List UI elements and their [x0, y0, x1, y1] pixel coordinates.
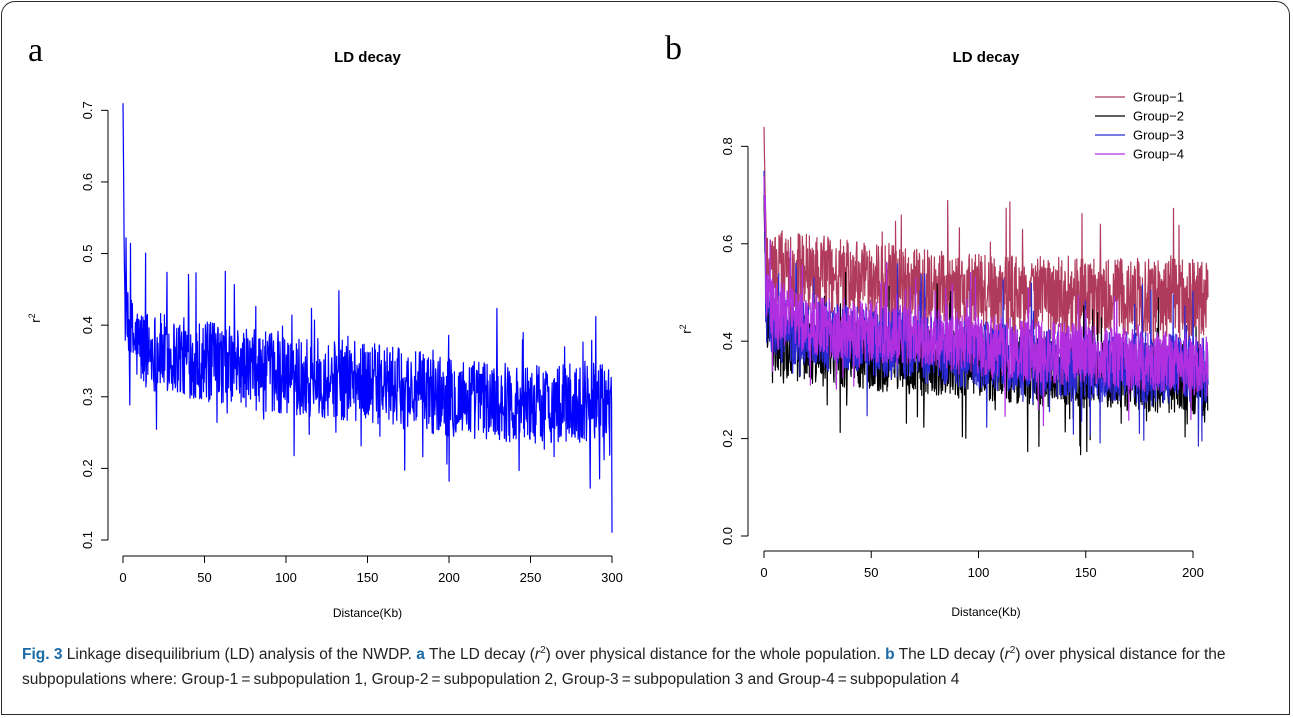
chart-b-title: LD decay: [953, 49, 1020, 66]
chart-b-legend-label-2: Group−2: [1133, 109, 1184, 124]
caption-sup-2: 2: [1009, 645, 1016, 656]
chart-a-y-tick-label-1: 0.2: [80, 459, 95, 477]
chart-b-y-axis-label-r: r: [679, 329, 694, 334]
chart-a-y-tick-label-2: 0.3: [80, 388, 95, 406]
chart-a-y-tick-label-0: 0.1: [80, 531, 95, 549]
chart-b-y-tick-label-0: 0.0: [720, 527, 735, 545]
chart-b-y-tick-label-4: 0.8: [720, 137, 735, 155]
chart-a-y-tick-label-6: 0.7: [80, 101, 95, 119]
caption-part3: ) over physical distance for the whole p…: [545, 646, 886, 664]
chart-b-plot: LD decay 0 50 100 150 200 Distance(Kb) 0.0 0.2 0.…: [678, 49, 1209, 619]
caption-b-label: b: [885, 646, 895, 664]
chart-a-x-tick-label-200: 200: [438, 570, 460, 585]
caption-fig-label: Fig. 3: [22, 646, 63, 664]
chart-b-x-axis-label: Distance(Kb): [951, 605, 1020, 619]
chart-a-x-tick-label-250: 250: [520, 570, 542, 585]
chart-b-legend-label-4: Group−4: [1133, 147, 1184, 162]
caption-part2: The LD decay (: [424, 646, 535, 664]
chart-a-y-axis-label: r2: [27, 313, 43, 322]
caption-part5: ) over physical distance for the subpopu…: [22, 646, 1226, 689]
chart-a-plot: LD decay 0 50 100 150 200 250 300 Distance(Kb) 0.…: [27, 49, 623, 620]
panel-b: b LD decay 0 50 100 150 200 Distance(Kb) 0.0 0.2…: [645, 0, 1293, 630]
caption-r-symbol-2: r: [1004, 646, 1010, 664]
chart-b-y-tick-label-3: 0.6: [720, 235, 735, 253]
chart-a-x-tick-label-50: 50: [197, 570, 211, 585]
panel-a: a LD decay 0 50 100 150 200 250 300 Distance(Kb)…: [0, 0, 650, 630]
caption-part4: The LD decay (: [894, 646, 1005, 664]
caption-a-label: a: [416, 646, 425, 664]
chart-b-legend-label-1: Group−1: [1133, 90, 1184, 105]
chart-b-x-tick-label-150: 150: [1075, 565, 1097, 580]
chart-a-y-axis-label-r: r: [28, 318, 43, 323]
chart-a-y-axis-label-sup: 2: [27, 313, 37, 318]
panel-b-letter: b: [665, 30, 682, 67]
chart-a-x-tick-label-300: 300: [601, 570, 623, 585]
caption-sup: 2: [540, 645, 546, 656]
chart-a-y-tick-label-3: 0.4: [80, 316, 95, 334]
chart-a-series-1-line: [122, 103, 613, 533]
chart-a-y-tick-label-5: 0.6: [80, 173, 95, 191]
chart-a-x-tick-label-0: 0: [119, 570, 126, 585]
chart-b-x-tick-label-200: 200: [1182, 565, 1204, 580]
chart-b-x-tick-label-100: 100: [968, 565, 990, 580]
chart-b-y-axis-label: r2: [678, 324, 694, 333]
chart-b-legend-label-3: Group−3: [1133, 128, 1184, 143]
chart-a-title: LD decay: [334, 49, 401, 66]
caption-r-symbol: r: [534, 646, 541, 664]
chart-a-x-tick-label-100: 100: [275, 570, 297, 585]
chart-b-x-tick-label-50: 50: [864, 565, 878, 580]
chart-b-x-tick-label-0: 0: [760, 565, 767, 580]
chart-b-series-4-line: [763, 175, 1209, 427]
caption-part1: Linkage disequilibrium (LD) analysis of …: [62, 646, 417, 664]
chart-b-series-1-line: [763, 126, 1209, 388]
figure-caption: Fig. 3 Linkage disequilibrium (LD) analy…: [22, 638, 1272, 692]
chart-a-x-axis-label: Distance(Kb): [333, 606, 402, 620]
chart-b-y-axis-label-sup: 2: [678, 324, 688, 329]
chart-b-y-tick-label-2: 0.4: [720, 332, 735, 350]
panel-a-letter: a: [28, 32, 44, 69]
chart-b-y-tick-label-1: 0.2: [720, 430, 735, 448]
chart-a-y-tick-label-4: 0.5: [80, 245, 95, 263]
chart-a-x-tick-label-150: 150: [357, 570, 379, 585]
